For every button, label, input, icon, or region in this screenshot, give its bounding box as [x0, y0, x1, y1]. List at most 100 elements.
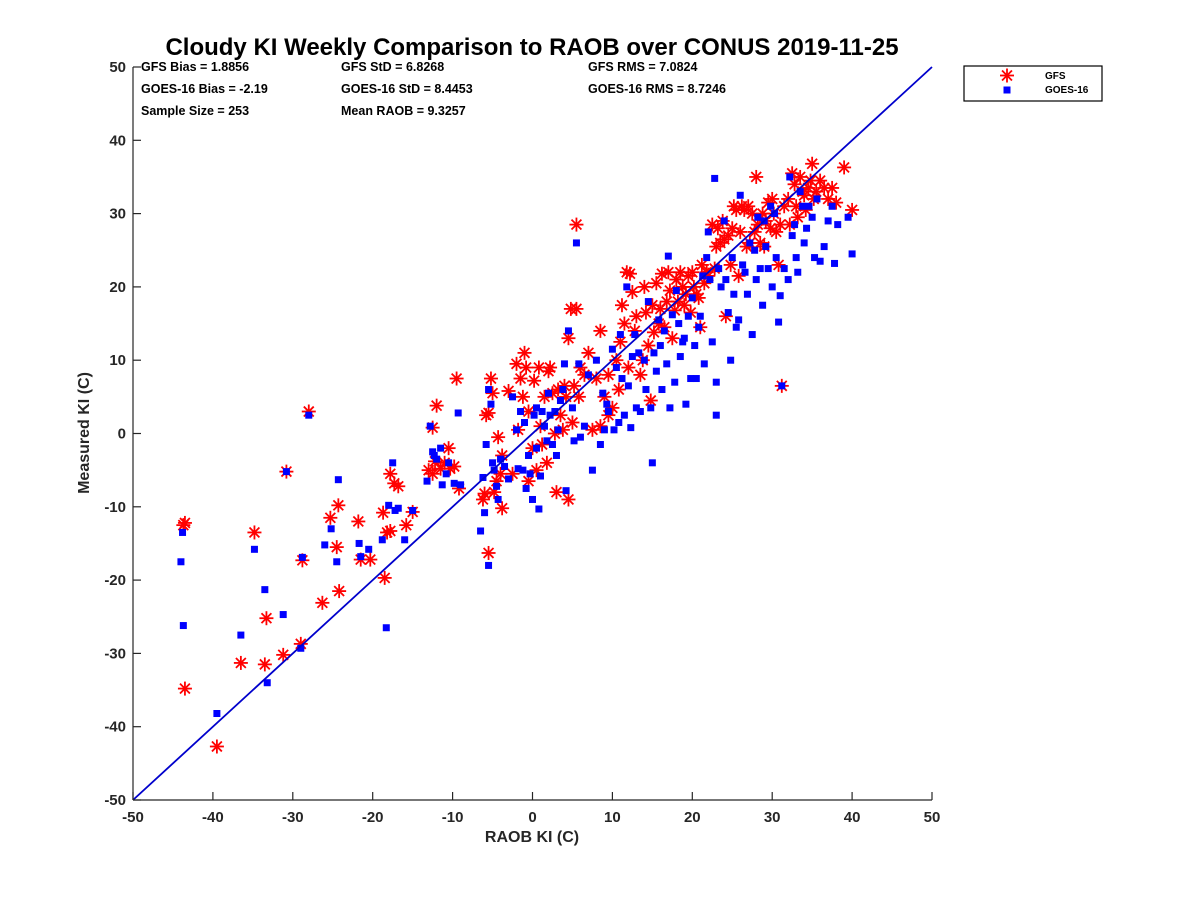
- goes-16-point: [389, 459, 397, 467]
- goes-16-point: [672, 287, 680, 295]
- stat-goes-bias: GOES-16 Bias = -2.19: [141, 82, 268, 96]
- goes-16-point: [525, 451, 533, 459]
- gfs-point: [769, 224, 784, 239]
- stat-sample-size: Sample Size = 253: [141, 104, 249, 118]
- gfs-point: [845, 202, 860, 217]
- y-tick-label: 0: [118, 426, 126, 443]
- goes-16-point: [433, 455, 441, 463]
- goes-16-point: [584, 371, 592, 379]
- x-tick-label: 30: [764, 809, 781, 826]
- gfs-point: [649, 276, 664, 291]
- goes-16-point: [489, 459, 497, 467]
- gfs-point: [441, 441, 456, 456]
- goes-16-point: [759, 301, 767, 309]
- x-tick-label: 10: [604, 809, 621, 826]
- goes-16-point: [727, 356, 735, 364]
- gfs-point: [383, 523, 398, 538]
- goes-16-point: [820, 243, 828, 251]
- goes-16-point: [720, 217, 728, 225]
- goes-16-point: [751, 246, 759, 254]
- goes-16-point: [603, 400, 611, 408]
- goes-16-point: [568, 404, 576, 412]
- goes-16-point: [848, 250, 856, 258]
- y-tick-label: -50: [104, 792, 126, 809]
- goes-16-point: [717, 283, 725, 291]
- goes-16-point: [535, 505, 543, 513]
- gfs-point: [363, 552, 378, 567]
- goes-16-point: [786, 173, 794, 181]
- goes-16-point: [263, 679, 271, 687]
- goes-16-point: [575, 360, 583, 368]
- goes-16-point: [824, 217, 832, 225]
- goes-16-point: [640, 356, 648, 364]
- goes-16-point: [813, 195, 821, 203]
- gfs-point: [593, 323, 608, 338]
- x-tick-label: 40: [844, 809, 861, 826]
- gfs-point: [601, 367, 616, 382]
- goes-16-point: [776, 292, 784, 300]
- gfs-point: [331, 498, 346, 513]
- goes-16-point: [556, 397, 564, 405]
- gfs-point: [247, 525, 262, 540]
- gfs-point: [749, 169, 764, 184]
- goes-16-point: [799, 202, 807, 210]
- goes-16-point: [261, 586, 269, 594]
- goes-16-point: [442, 470, 450, 478]
- goes-16-point: [728, 254, 736, 262]
- goes-16-point: [540, 422, 548, 430]
- goes-16-point: [687, 375, 695, 383]
- y-tick-label: -20: [104, 572, 126, 589]
- gfs-point: [813, 173, 828, 188]
- gfs-point: [276, 647, 291, 662]
- goes-16-point: [675, 320, 683, 328]
- goes-16-point: [831, 259, 839, 267]
- goes-16-point: [250, 545, 258, 553]
- gfs-point: [257, 657, 272, 672]
- goes-16-point: [409, 506, 417, 514]
- goes-16-point: [794, 268, 802, 276]
- goes-16-point: [682, 400, 690, 408]
- goes-16-point: [576, 433, 584, 441]
- goes-16-point: [635, 349, 643, 357]
- gfs-point: [399, 518, 414, 533]
- goes-16-point: [805, 202, 813, 210]
- gfs-point: [837, 160, 852, 175]
- goes-16-point: [816, 257, 824, 265]
- gfs-point: [485, 386, 500, 401]
- gfs-point: [817, 180, 832, 195]
- goes-16-point: [746, 239, 754, 247]
- goes-16-point: [321, 541, 329, 549]
- markers-layer: [176, 156, 860, 754]
- goes-16-point: [454, 409, 462, 417]
- gfs-point: [710, 221, 725, 236]
- goes-16-point: [610, 426, 618, 434]
- goes-16-point: [679, 338, 687, 346]
- goes-16-point: [711, 174, 719, 182]
- goes-16-point: [382, 624, 390, 632]
- goes-16-point: [706, 276, 714, 284]
- goes-16-point: [722, 276, 730, 284]
- x-tick-label: -20: [362, 809, 384, 826]
- goes-16-point: [580, 422, 588, 430]
- goes-16-point: [703, 254, 711, 262]
- gfs-point: [613, 334, 628, 349]
- goes-16-point: [608, 345, 616, 353]
- goes-16-point: [736, 191, 744, 199]
- gfs-point: [491, 430, 506, 445]
- y-tick-label: -30: [104, 645, 126, 662]
- goes-16-point: [592, 356, 600, 364]
- goes-16-point: [509, 393, 517, 401]
- goes-16-point: [680, 334, 688, 342]
- goes-16-point: [811, 254, 819, 262]
- goes-16-point: [834, 221, 842, 229]
- goes-16-point: [792, 254, 800, 262]
- goes-16-point: [237, 631, 245, 639]
- stat-goes-rms: GOES-16 RMS = 8.7246: [588, 82, 726, 96]
- y-tick-label: 40: [109, 132, 126, 149]
- stats-block: GFS Bias = 1.8856 GFS StD = 6.8268 GFS R…: [141, 60, 726, 118]
- x-tick-label: 20: [684, 809, 701, 826]
- goes-16-point: [560, 360, 568, 368]
- gfs-point: [259, 611, 274, 626]
- legend-asterisk-icon: [1000, 68, 1014, 83]
- goes-16-point: [700, 360, 708, 368]
